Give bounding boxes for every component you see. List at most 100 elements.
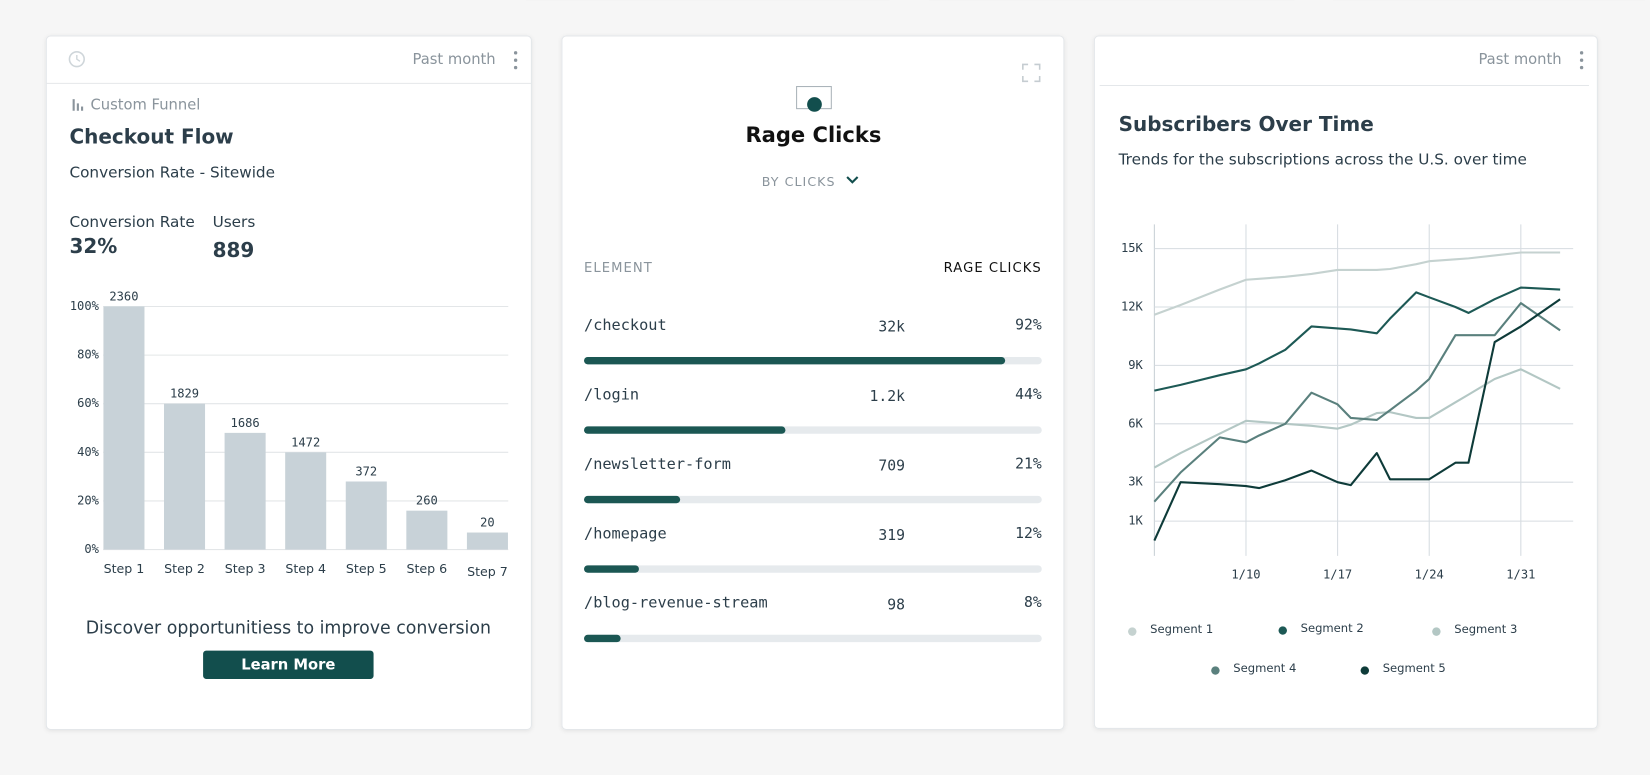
funnel-card	[45, 35, 532, 731]
icon-face	[807, 97, 822, 112]
element-path: /login	[584, 385, 639, 403]
y-tick-label: 15K	[1121, 241, 1144, 255]
chart-kind: Custom Funnel	[90, 96, 200, 113]
period: Past month	[413, 51, 496, 68]
clock-hands	[76, 54, 81, 62]
y-tick-label: 0%	[84, 542, 99, 556]
expand-icon[interactable]	[1022, 63, 1041, 83]
y-tick-label: 40%	[77, 445, 100, 459]
click-share: 12%	[1015, 525, 1042, 542]
icon-bar	[81, 106, 84, 111]
bar	[466, 532, 508, 550]
track	[584, 634, 1042, 643]
legend-swatch	[1360, 666, 1370, 675]
bar	[164, 403, 206, 550]
legend-swatch	[1211, 666, 1220, 675]
card-title: Checkout Flow	[69, 125, 233, 149]
bar-count: 1686	[231, 416, 260, 430]
rage-icon	[796, 86, 832, 112]
sort-dropdown[interactable]: BY CLICKS	[762, 174, 859, 189]
bar	[406, 510, 448, 550]
legend-label: Segment 2	[1301, 621, 1364, 635]
series-line	[1153, 298, 1561, 542]
x-tick-label: Step 1	[104, 561, 145, 576]
legend-label: Segment 1	[1150, 622, 1213, 636]
bar	[345, 481, 387, 550]
legend-swatch	[1128, 627, 1137, 636]
x-tick-label: Step 5	[346, 561, 387, 576]
button-label: Learn More	[241, 656, 335, 673]
y-tick-label: 12K	[1121, 299, 1144, 313]
x-tick-label: Step 2	[164, 561, 205, 576]
bar	[224, 432, 266, 550]
legend-label: Segment 5	[1383, 661, 1446, 675]
stat-label: Users	[213, 213, 256, 231]
marks: 0% 20% 40% 60% 80% 100% 2360 Step 1 1829 Step 2 16…	[70, 224, 1574, 675]
click-share: 21%	[1015, 455, 1042, 472]
element-path: /blog-revenue-stream	[584, 594, 768, 612]
card-title: Rage Clicks	[745, 122, 881, 147]
icon-bar	[72, 99, 75, 111]
cta-text: Discover opportunitiess to improve conve…	[86, 618, 491, 638]
x-tick-label: 1/17	[1323, 567, 1352, 581]
stat-value: 889	[213, 238, 255, 262]
y-tick-label: 9K	[1128, 358, 1143, 372]
bar-count: 1829	[170, 387, 199, 401]
menu-button[interactable]	[513, 51, 518, 70]
y-tick-label: 1K	[1128, 514, 1143, 528]
series-line	[1154, 286, 1561, 392]
click-count: 1.2k	[870, 388, 906, 405]
bar-count: 2360	[109, 290, 138, 304]
button-bg	[203, 650, 374, 679]
funnel-icon	[72, 99, 84, 111]
chart-subtitle: Trends for the subscriptions across the …	[1118, 151, 1527, 169]
dot	[513, 58, 518, 62]
progress-bar	[584, 634, 621, 643]
element-path: /homepage	[584, 524, 667, 542]
column-header: ELEMENT	[584, 261, 653, 276]
series-line	[1154, 251, 1561, 316]
column-header: RAGE CLICKS	[944, 261, 1042, 276]
track	[584, 565, 1042, 573]
dot	[1579, 58, 1584, 62]
legend-swatch	[1278, 626, 1287, 635]
legend-swatch	[1432, 627, 1441, 636]
series-line	[1153, 302, 1561, 503]
y-tick-label: 3K	[1128, 475, 1143, 489]
dot	[513, 51, 518, 55]
bar	[285, 452, 327, 550]
click-count: 709	[878, 457, 905, 474]
bar	[103, 306, 145, 550]
clock-icon	[68, 51, 85, 68]
element-path: /checkout	[584, 316, 667, 334]
y-tick-label: 6K	[1128, 416, 1143, 430]
x-tick-label: 1/10	[1231, 567, 1260, 581]
y-tick-label: 80%	[77, 348, 100, 362]
x-tick-label: Step 3	[225, 561, 266, 576]
bar-count: 260	[416, 494, 438, 508]
progress-bar	[584, 495, 681, 504]
bar-count: 20	[480, 516, 495, 530]
stat-label: Conversion Rate	[69, 213, 194, 231]
dot	[1579, 51, 1584, 55]
x-tick-label: 1/31	[1506, 567, 1535, 581]
learn-more-button[interactable]: Learn More	[203, 650, 374, 679]
x-tick-label: 1/24	[1415, 567, 1444, 581]
click-share: 8%	[1024, 594, 1042, 611]
click-count: 98	[887, 596, 905, 613]
legend-label: Segment 3	[1454, 622, 1517, 636]
progress-bar	[584, 356, 1006, 365]
chevron	[846, 176, 859, 184]
stat-value: 32%	[69, 234, 117, 258]
card-subtitle: Conversion Rate - Sitewide	[69, 163, 275, 181]
progress-bar	[584, 565, 639, 573]
menu-button[interactable]	[1579, 51, 1584, 70]
click-count: 32k	[878, 319, 905, 336]
click-share: 44%	[1015, 386, 1042, 403]
element-path: /newsletter-form	[584, 455, 731, 473]
period: Past month	[1478, 51, 1561, 68]
dot	[513, 65, 518, 70]
x-tick-label: Step 4	[285, 561, 326, 576]
